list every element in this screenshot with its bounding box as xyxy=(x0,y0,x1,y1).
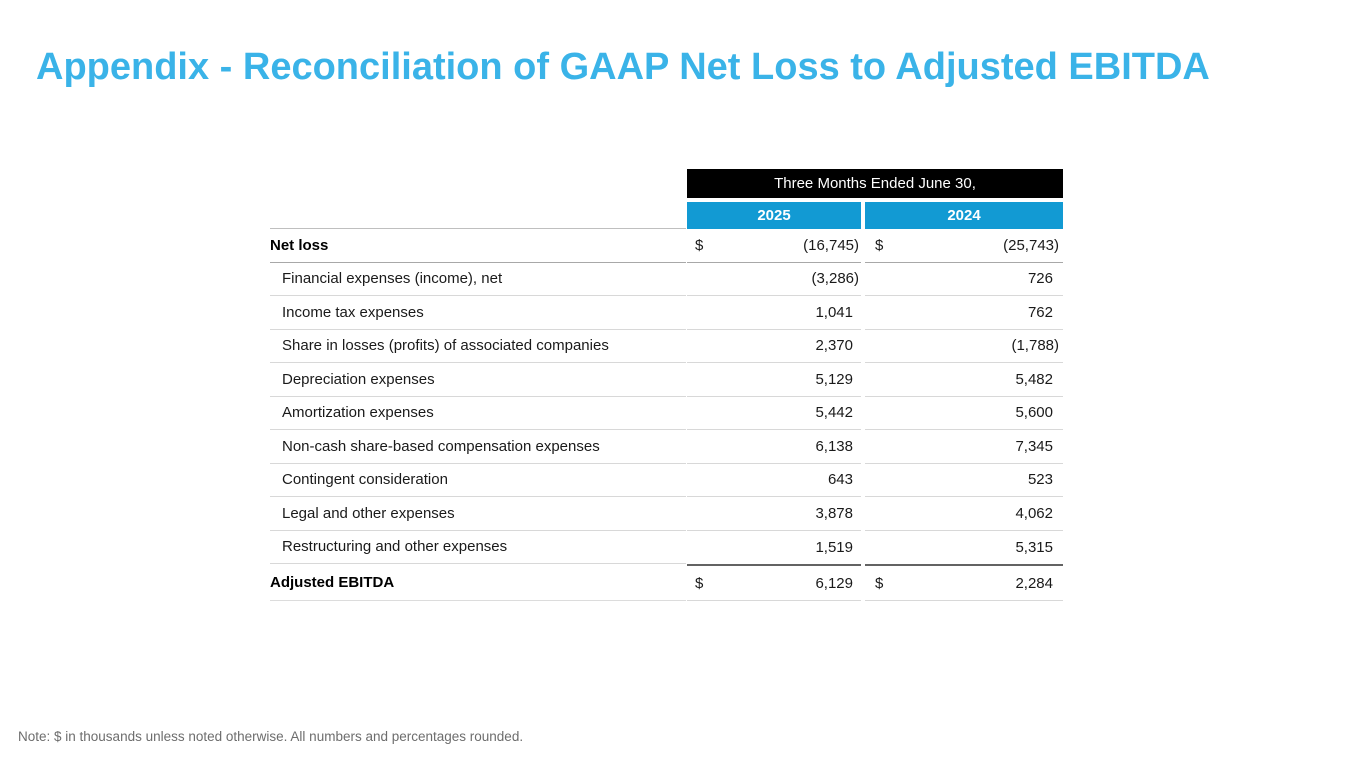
row-label: Depreciation expenses xyxy=(270,363,686,397)
value-cell-2025: (3,286) xyxy=(687,263,861,296)
table-row: Restructuring and other expenses 1,519 5… xyxy=(270,531,1063,565)
column-header-2025: 2025 xyxy=(687,202,861,229)
value-cell-2025: 1,519 xyxy=(687,531,861,565)
value-cell-2025: $ (16,745) xyxy=(687,229,861,263)
value-cell-2024: 523 xyxy=(865,464,1063,497)
cell-value: (16,745) xyxy=(803,236,859,254)
value-cell-2024: 4,062 xyxy=(865,497,1063,531)
value-cell-2024: $ (25,743) xyxy=(865,229,1063,263)
table-row-total: Adjusted EBITDA $ 6,129 $ 2,284 xyxy=(270,564,1063,601)
cell-value: (1,788) xyxy=(1011,337,1059,355)
cell-value: 1,041 xyxy=(815,303,853,321)
value-cell-2025: 3,878 xyxy=(687,497,861,531)
row-label: Net loss xyxy=(270,229,686,263)
cell-value: 6,129 xyxy=(815,574,853,592)
row-label: Share in losses (profits) of associated … xyxy=(270,330,686,363)
value-cell-2024: 762 xyxy=(865,296,1063,330)
cell-value: 2,370 xyxy=(815,337,853,355)
cell-value: (3,286) xyxy=(811,270,859,288)
row-label: Adjusted EBITDA xyxy=(270,564,686,601)
column-header-2024: 2024 xyxy=(865,202,1063,229)
dollar-sign: $ xyxy=(875,236,884,254)
value-cell-2024: 5,315 xyxy=(865,531,1063,565)
table-row: Contingent consideration 643 523 xyxy=(270,464,1063,497)
table-row: Income tax expenses 1,041 762 xyxy=(270,296,1063,330)
dollar-sign: $ xyxy=(695,236,704,254)
cell-value: 5,129 xyxy=(815,370,853,388)
cell-value: 5,482 xyxy=(1015,370,1053,388)
value-cell-2025: 1,041 xyxy=(687,296,861,330)
cell-value: 523 xyxy=(1027,471,1053,489)
table-row: Financial expenses (income), net (3,286)… xyxy=(270,263,1063,296)
table-row: Non-cash share-based compensation expens… xyxy=(270,430,1063,464)
cell-value: (25,743) xyxy=(1003,236,1059,254)
dollar-sign: $ xyxy=(695,574,704,592)
value-cell-2024: (1,788) xyxy=(865,330,1063,363)
footnote: Note: $ in thousands unless noted otherw… xyxy=(18,729,524,744)
cell-value: 5,442 xyxy=(815,404,853,422)
label-column-top-rule xyxy=(270,228,686,229)
table-span-header: Three Months Ended June 30, xyxy=(687,169,1063,198)
value-cell-2025: 6,138 xyxy=(687,430,861,464)
cell-value: 7,345 xyxy=(1015,437,1053,455)
row-label: Contingent consideration xyxy=(270,464,686,497)
cell-value: 6,138 xyxy=(815,437,853,455)
reconciliation-table: Three Months Ended June 30, 2025 2024 Ne… xyxy=(270,169,1063,609)
row-label: Income tax expenses xyxy=(270,296,686,330)
table-body: Net loss $ (16,745) $ (25,743) Financial… xyxy=(270,229,1063,601)
value-cell-2024: 726 xyxy=(865,263,1063,296)
value-cell-2025: $ 6,129 xyxy=(687,564,861,601)
table-row: Amortization expenses 5,442 5,600 xyxy=(270,397,1063,430)
row-label: Amortization expenses xyxy=(270,397,686,430)
value-cell-2024: 7,345 xyxy=(865,430,1063,464)
row-label: Financial expenses (income), net xyxy=(270,263,686,296)
cell-value: 762 xyxy=(1027,303,1053,321)
value-cell-2024: 5,600 xyxy=(865,397,1063,430)
value-cell-2025: 2,370 xyxy=(687,330,861,363)
value-cell-2024: 5,482 xyxy=(865,363,1063,397)
cell-value: 1,519 xyxy=(815,538,853,556)
table-row: Depreciation expenses 5,129 5,482 xyxy=(270,363,1063,397)
row-label: Restructuring and other expenses xyxy=(270,531,686,564)
page-title: Appendix - Reconciliation of GAAP Net Lo… xyxy=(36,46,1210,88)
table-row: Net loss $ (16,745) $ (25,743) xyxy=(270,229,1063,263)
value-cell-2025: 5,129 xyxy=(687,363,861,397)
value-cell-2024: $ 2,284 xyxy=(865,564,1063,601)
cell-value: 4,062 xyxy=(1015,504,1053,522)
cell-value: 2,284 xyxy=(1015,574,1053,592)
row-label: Non-cash share-based compensation expens… xyxy=(270,430,686,464)
dollar-sign: $ xyxy=(875,574,884,592)
cell-value: 726 xyxy=(1027,270,1053,288)
cell-value: 5,315 xyxy=(1015,538,1053,556)
value-cell-2025: 5,442 xyxy=(687,397,861,430)
cell-value: 3,878 xyxy=(815,504,853,522)
table-row: Share in losses (profits) of associated … xyxy=(270,330,1063,363)
cell-value: 643 xyxy=(827,471,853,489)
value-cell-2025: 643 xyxy=(687,464,861,497)
row-label: Legal and other expenses xyxy=(270,497,686,531)
table-row: Legal and other expenses 3,878 4,062 xyxy=(270,497,1063,531)
cell-value: 5,600 xyxy=(1015,404,1053,422)
